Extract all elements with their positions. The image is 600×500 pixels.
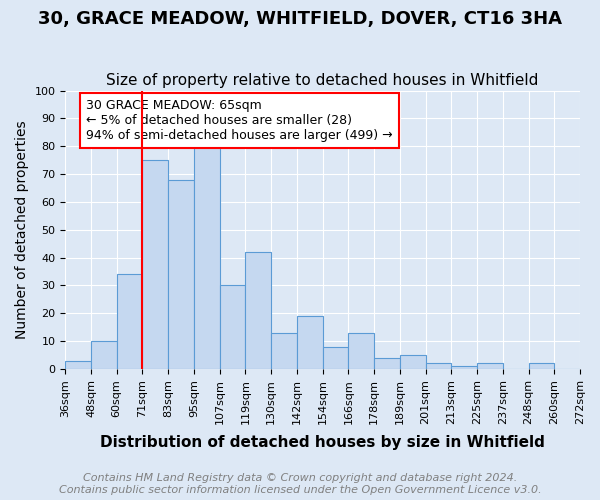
Bar [168, 180, 194, 369]
X-axis label: Distribution of detached houses by size in Whitfield: Distribution of detached houses by size … [100, 435, 545, 450]
Bar [400, 355, 425, 369]
Bar [349, 333, 374, 369]
Text: 30, GRACE MEADOW, WHITFIELD, DOVER, CT16 3HA: 30, GRACE MEADOW, WHITFIELD, DOVER, CT16… [38, 10, 562, 28]
Bar [323, 347, 349, 369]
Bar [271, 333, 297, 369]
Bar [194, 144, 220, 369]
Text: 30 GRACE MEADOW: 65sqm
← 5% of detached houses are smaller (28)
94% of semi-deta: 30 GRACE MEADOW: 65sqm ← 5% of detached … [86, 99, 392, 142]
Bar [477, 364, 503, 369]
Bar [65, 360, 91, 369]
Bar [297, 316, 323, 369]
Bar [451, 366, 477, 369]
Bar [374, 358, 400, 369]
Bar [142, 160, 168, 369]
Title: Size of property relative to detached houses in Whitfield: Size of property relative to detached ho… [106, 73, 539, 88]
Bar [220, 286, 245, 369]
Bar [91, 341, 117, 369]
Bar [529, 364, 554, 369]
Bar [425, 364, 451, 369]
Y-axis label: Number of detached properties: Number of detached properties [15, 120, 29, 339]
Bar [117, 274, 142, 369]
Text: Contains HM Land Registry data © Crown copyright and database right 2024.
Contai: Contains HM Land Registry data © Crown c… [59, 474, 541, 495]
Bar [245, 252, 271, 369]
